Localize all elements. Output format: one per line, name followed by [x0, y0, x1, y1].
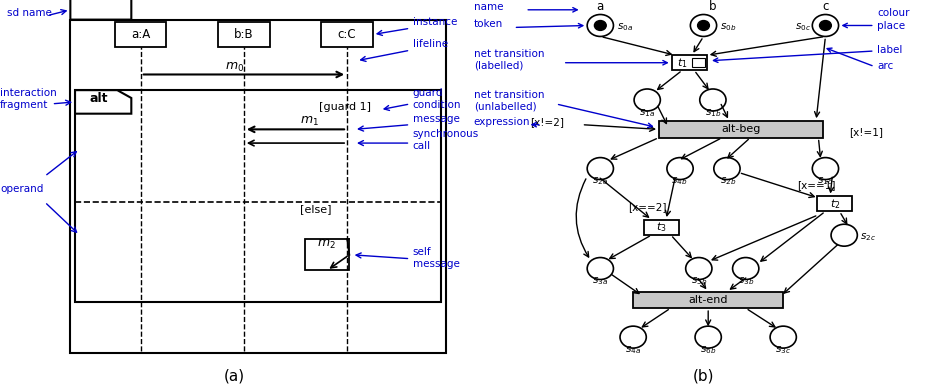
Text: $t_3$: $t_3$ [656, 220, 667, 234]
Text: (b): (b) [693, 368, 714, 383]
Text: message: message [413, 114, 460, 123]
Text: $m_1$: $m_1$ [300, 114, 319, 127]
Text: alt: alt [89, 92, 108, 105]
Circle shape [820, 20, 831, 31]
Text: interaction
fragment: interaction fragment [0, 88, 57, 110]
Text: condition: condition [413, 100, 461, 110]
FancyBboxPatch shape [658, 121, 823, 138]
Text: $t_2$: $t_2$ [829, 197, 840, 211]
Text: $s_{0b}$: $s_{0b}$ [720, 22, 736, 33]
FancyBboxPatch shape [75, 90, 441, 302]
Text: label: label [877, 45, 902, 55]
Text: c:C: c:C [338, 28, 356, 41]
Text: net transition: net transition [474, 90, 544, 100]
FancyBboxPatch shape [70, 20, 446, 353]
Text: alt-beg: alt-beg [721, 124, 761, 134]
Text: operand: operand [0, 184, 43, 194]
Text: arc: arc [877, 61, 893, 71]
Text: b: b [709, 0, 717, 13]
FancyBboxPatch shape [633, 292, 783, 308]
Circle shape [698, 20, 709, 31]
Text: b:B: b:B [234, 28, 253, 41]
Text: colour: colour [877, 8, 910, 18]
Text: $s_{3a}$: $s_{3a}$ [592, 276, 609, 287]
Text: token: token [474, 20, 503, 29]
Text: $s_{4b}$: $s_{4b}$ [671, 176, 688, 187]
Polygon shape [75, 90, 131, 114]
Text: alt-end: alt-end [688, 295, 728, 305]
Text: [x==2]: [x==2] [628, 202, 667, 212]
Text: (labelled): (labelled) [474, 61, 523, 71]
Text: $s_{0a}$: $s_{0a}$ [617, 22, 633, 33]
Text: [x!=2]: [x!=2] [530, 117, 564, 127]
Text: c: c [823, 0, 828, 13]
Text: [x==1]: [x==1] [797, 180, 836, 190]
Text: place: place [877, 22, 905, 31]
Text: $s_{4a}$: $s_{4a}$ [625, 344, 642, 356]
Text: (a): (a) [224, 368, 245, 383]
Text: $s_{3b}$: $s_{3b}$ [737, 276, 754, 287]
FancyBboxPatch shape [817, 196, 853, 211]
Text: guard: guard [413, 88, 444, 98]
Text: [x!=1]: [x!=1] [849, 127, 883, 137]
Text: $s_{5b}$: $s_{5b}$ [690, 276, 707, 287]
Text: self: self [413, 247, 431, 257]
Text: [guard 1]: [guard 1] [319, 102, 371, 112]
Polygon shape [70, 0, 131, 20]
FancyBboxPatch shape [691, 58, 705, 67]
Text: $s_{6b}$: $s_{6b}$ [700, 344, 717, 356]
Text: lifeline: lifeline [413, 39, 447, 49]
FancyBboxPatch shape [305, 239, 349, 270]
Text: $s_{0c}$: $s_{0c}$ [794, 22, 810, 33]
Text: (unlabelled): (unlabelled) [474, 102, 537, 112]
Text: $s_{2b}$: $s_{2b}$ [719, 176, 736, 187]
FancyBboxPatch shape [114, 22, 167, 47]
Text: $t_1$: $t_1$ [677, 56, 688, 70]
Text: a:A: a:A [131, 28, 150, 41]
Text: $s_{2c}$: $s_{2c}$ [859, 231, 875, 243]
Text: $s_{1a}$: $s_{1a}$ [639, 107, 656, 119]
Text: name: name [474, 2, 503, 12]
Text: $m_2$: $m_2$ [316, 238, 336, 251]
Text: $s_{3c}$: $s_{3c}$ [776, 344, 791, 356]
Text: $m_0$: $m_0$ [225, 61, 244, 74]
Text: $s_{2a}$: $s_{2a}$ [592, 176, 609, 187]
Text: expression: expression [474, 117, 530, 127]
Text: call: call [413, 141, 431, 151]
FancyBboxPatch shape [218, 22, 269, 47]
Text: sd N: sd N [77, 0, 102, 2]
Text: $s_{1c}$: $s_{1c}$ [818, 176, 833, 187]
Text: message: message [413, 259, 460, 269]
Text: [else]: [else] [300, 204, 332, 214]
FancyBboxPatch shape [672, 55, 707, 70]
FancyBboxPatch shape [321, 22, 372, 47]
Text: sd name: sd name [8, 8, 52, 18]
Text: a: a [597, 0, 604, 13]
Text: $s_{1b}$: $s_{1b}$ [704, 107, 721, 119]
Circle shape [595, 20, 606, 31]
Text: instance: instance [413, 18, 457, 27]
Text: net transition: net transition [474, 49, 544, 59]
FancyBboxPatch shape [643, 220, 679, 235]
Text: synchronous: synchronous [413, 129, 479, 139]
